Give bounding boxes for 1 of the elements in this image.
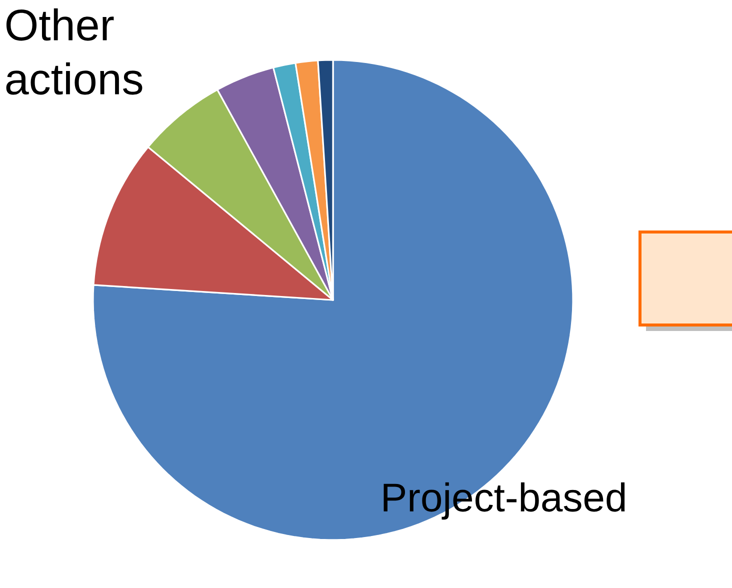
text: Other actions — [6, 8, 142, 95]
